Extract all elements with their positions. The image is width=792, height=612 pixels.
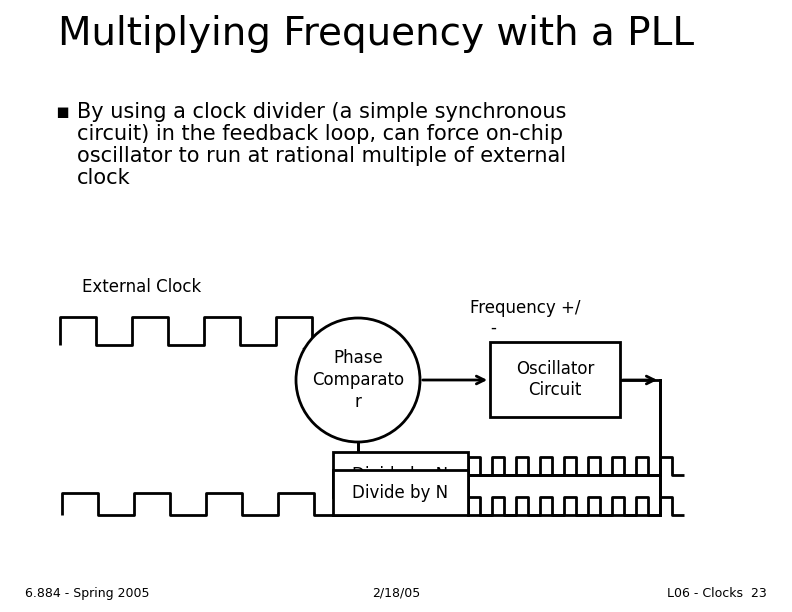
Circle shape xyxy=(296,318,420,442)
Text: By using a clock divider (a simple synchronous: By using a clock divider (a simple synch… xyxy=(77,102,566,122)
Text: Divide by N: Divide by N xyxy=(352,466,448,483)
Text: Frequency +/: Frequency +/ xyxy=(470,299,581,317)
Text: Oscillator
Circuit: Oscillator Circuit xyxy=(516,360,594,399)
Bar xyxy=(490,342,620,417)
Bar xyxy=(333,452,467,497)
Text: 6.884 - Spring 2005: 6.884 - Spring 2005 xyxy=(25,587,150,600)
Text: Phase
Comparato
r: Phase Comparato r xyxy=(312,349,404,411)
Text: 2/18/05: 2/18/05 xyxy=(372,587,420,600)
Text: oscillator to run at rational multiple of external: oscillator to run at rational multiple o… xyxy=(77,146,566,166)
Text: Multiplying Frequency with a PLL: Multiplying Frequency with a PLL xyxy=(58,15,694,53)
Text: ▪: ▪ xyxy=(55,102,69,122)
Text: External Clock: External Clock xyxy=(82,278,201,296)
Text: circuit) in the feedback loop, can force on-chip: circuit) in the feedback loop, can force… xyxy=(77,124,563,144)
Bar xyxy=(333,470,467,515)
Text: Divide by N: Divide by N xyxy=(352,483,448,501)
Text: clock: clock xyxy=(77,168,131,188)
Text: -: - xyxy=(490,319,496,337)
Text: L06 - Clocks  23: L06 - Clocks 23 xyxy=(667,587,767,600)
